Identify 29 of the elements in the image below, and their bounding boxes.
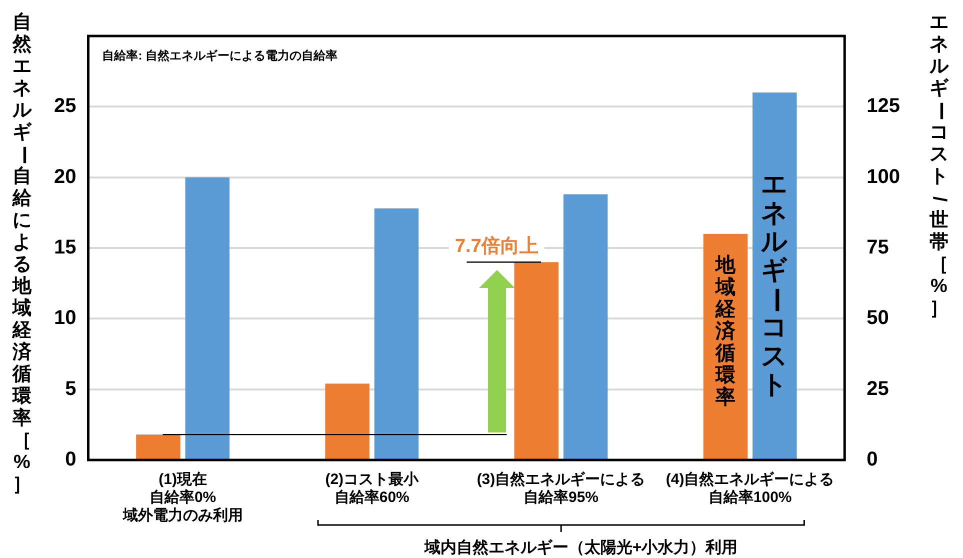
y-tick-label: 0 xyxy=(65,448,76,471)
annotation: 7.7倍向上 xyxy=(454,234,538,257)
text: エネルギーコスト/世帯［%］ xyxy=(929,12,950,319)
y2-tick-label: 75 xyxy=(866,236,889,259)
bar xyxy=(325,384,370,459)
series-label: エネルギーコスト xyxy=(760,168,792,399)
x-tick-label: (3)自然エネルギーによる自給率95% xyxy=(476,471,646,506)
bar xyxy=(136,434,180,459)
y-tick-label: 10 xyxy=(54,307,76,330)
y2-tick-label: 50 xyxy=(866,307,889,330)
x-tick-label: (1)現在自給率0%域外電力のみ利用 xyxy=(122,471,243,524)
bar xyxy=(563,194,608,460)
annotation: 自給率: 自然エネルギーによる電力の自給率 xyxy=(102,48,338,62)
bar xyxy=(752,92,797,460)
y2-tick-label: 25 xyxy=(866,378,889,400)
y-tick-label: 25 xyxy=(54,95,76,118)
x-tick-label: (2)コスト最小自給率60% xyxy=(325,471,420,506)
bar xyxy=(374,208,419,460)
bar xyxy=(185,177,230,460)
y2-tick-label: 0 xyxy=(866,448,878,471)
y-tick-label: 15 xyxy=(54,236,76,259)
y2-tick-label: 125 xyxy=(866,95,900,118)
x-tick-label: (4)自然エネルギーによる自給率100% xyxy=(666,471,834,506)
y2-tick-label: 100 xyxy=(866,166,900,188)
text: 域内自然エネルギー（太陽光+小水力）利用 xyxy=(423,538,738,556)
y-tick-label: 20 xyxy=(54,166,76,188)
series-label: 地域経済循環率 xyxy=(714,254,736,408)
text: 自然エネルギー自給による地域経済循環率［%］ xyxy=(12,12,33,495)
y-tick-label: 5 xyxy=(65,378,76,400)
